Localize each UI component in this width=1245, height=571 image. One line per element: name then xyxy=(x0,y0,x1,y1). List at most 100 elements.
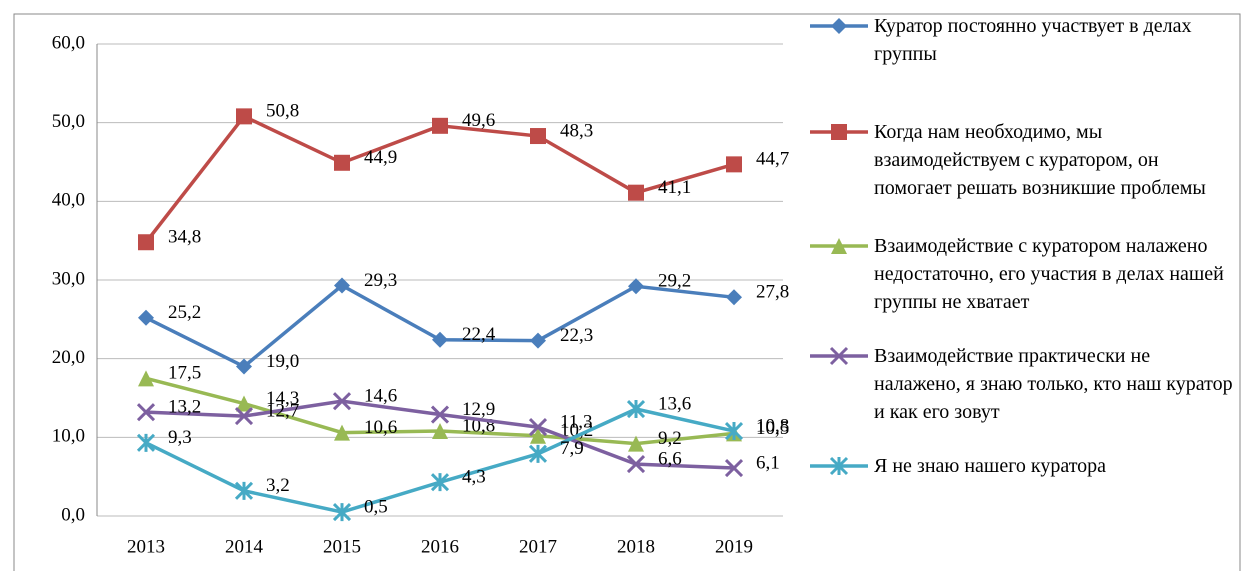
data-label: 10,6 xyxy=(364,417,397,438)
data-label: 12,9 xyxy=(462,399,495,420)
legend-swatch xyxy=(810,456,868,476)
marker xyxy=(234,407,254,426)
data-label: 29,3 xyxy=(364,270,397,291)
marker xyxy=(332,503,352,522)
marker xyxy=(726,289,742,306)
x-tick-label: 2015 xyxy=(323,536,361,557)
x-tick-label: 2019 xyxy=(715,536,753,557)
marker xyxy=(726,156,742,173)
data-label: 3,2 xyxy=(266,475,290,496)
marker xyxy=(334,277,350,294)
marker xyxy=(138,309,154,326)
marker xyxy=(831,18,847,34)
marker xyxy=(626,399,646,419)
chart-frame xyxy=(13,13,1241,571)
marker xyxy=(236,395,252,412)
marker xyxy=(138,370,154,387)
marker xyxy=(332,392,352,411)
data-label: 19,0 xyxy=(266,351,299,372)
data-label: 22,4 xyxy=(462,324,496,345)
data-label: 9,2 xyxy=(658,428,682,449)
marker xyxy=(724,458,744,478)
marker xyxy=(236,108,252,125)
legend-label: Куратор постоянно участвует в делах груп… xyxy=(874,15,1192,65)
data-label: 10,2 xyxy=(560,420,593,441)
marker xyxy=(831,124,847,140)
legend-swatch xyxy=(810,346,868,366)
legend-swatch xyxy=(810,238,868,254)
marker xyxy=(334,424,350,441)
y-tick-label: 40,0 xyxy=(52,190,85,211)
marker xyxy=(628,435,644,452)
x-tick-label: 2016 xyxy=(421,536,459,557)
y-tick-label: 30,0 xyxy=(52,268,85,289)
marker xyxy=(829,456,849,476)
legend-item: Взаимодействие с куратором налажено недо… xyxy=(808,232,1238,316)
legend-item: Когда нам необходимо, мы взаимодействуем… xyxy=(808,118,1238,202)
data-label: 44,7 xyxy=(756,149,789,170)
data-label: 10,5 xyxy=(756,418,789,439)
marker xyxy=(528,444,548,463)
data-label: 6,1 xyxy=(756,452,780,473)
legend-label: Когда нам необходимо, мы взаимодействуем… xyxy=(874,121,1206,199)
data-label: 41,1 xyxy=(658,177,691,198)
legend-item: Взаимодействие практически не налажено, … xyxy=(808,342,1238,426)
data-label: 49,6 xyxy=(462,110,495,131)
legend-swatch xyxy=(810,18,868,34)
marker xyxy=(432,117,448,134)
data-label: 22,3 xyxy=(560,325,593,346)
y-tick-label: 50,0 xyxy=(52,111,85,132)
x-tick-label: 2018 xyxy=(617,536,655,557)
data-label: 11,3 xyxy=(560,411,593,432)
marker xyxy=(430,405,450,424)
marker xyxy=(334,154,350,171)
marker xyxy=(432,423,448,440)
marker xyxy=(628,184,644,201)
series-line xyxy=(144,114,735,244)
data-label: 10,8 xyxy=(756,415,789,436)
legend-item: Я не знаю нашего куратора xyxy=(808,452,1238,480)
legend-label: Я не знаю нашего куратора xyxy=(874,455,1107,477)
data-label: 7,9 xyxy=(560,438,584,459)
marker xyxy=(626,455,646,474)
y-tick-label: 60,0 xyxy=(52,32,85,53)
marker xyxy=(829,346,849,366)
data-label: 6,6 xyxy=(658,448,682,469)
data-label: 12,7 xyxy=(266,400,299,421)
marker xyxy=(136,403,156,422)
data-label: 14,3 xyxy=(266,388,299,409)
marker xyxy=(234,481,254,500)
marker xyxy=(530,427,546,444)
legend-label: Взаимодействие с куратором налажено недо… xyxy=(874,235,1224,313)
data-label: 48,3 xyxy=(560,120,593,141)
marker xyxy=(528,418,548,437)
legend-label: Взаимодействие практически не налажено, … xyxy=(874,345,1233,423)
data-label: 44,9 xyxy=(364,147,397,168)
data-label: 13,2 xyxy=(168,397,201,418)
x-tick-label: 2013 xyxy=(127,536,165,557)
marker xyxy=(136,433,156,452)
y-tick-label: 0,0 xyxy=(61,504,85,525)
marker xyxy=(831,238,847,254)
legend-swatch xyxy=(810,124,868,140)
x-tick-label: 2017 xyxy=(519,536,557,557)
data-label: 4,3 xyxy=(462,467,486,488)
marker xyxy=(138,234,154,251)
data-label: 27,8 xyxy=(756,282,789,303)
x-tick-label: 2014 xyxy=(225,536,264,557)
y-tick-label: 10,0 xyxy=(52,426,85,447)
data-label: 29,2 xyxy=(658,271,691,292)
marker xyxy=(236,358,252,375)
data-label: 34,8 xyxy=(168,227,201,248)
series-line xyxy=(145,283,735,369)
legend-item: Куратор постоянно участвует в делах груп… xyxy=(808,12,1238,68)
marker xyxy=(432,331,448,348)
marker xyxy=(530,128,546,145)
data-label: 13,6 xyxy=(658,393,691,414)
data-label: 50,8 xyxy=(266,101,299,122)
data-label: 25,2 xyxy=(168,302,201,323)
data-label: 9,3 xyxy=(168,427,192,448)
data-label: 14,6 xyxy=(364,386,397,407)
